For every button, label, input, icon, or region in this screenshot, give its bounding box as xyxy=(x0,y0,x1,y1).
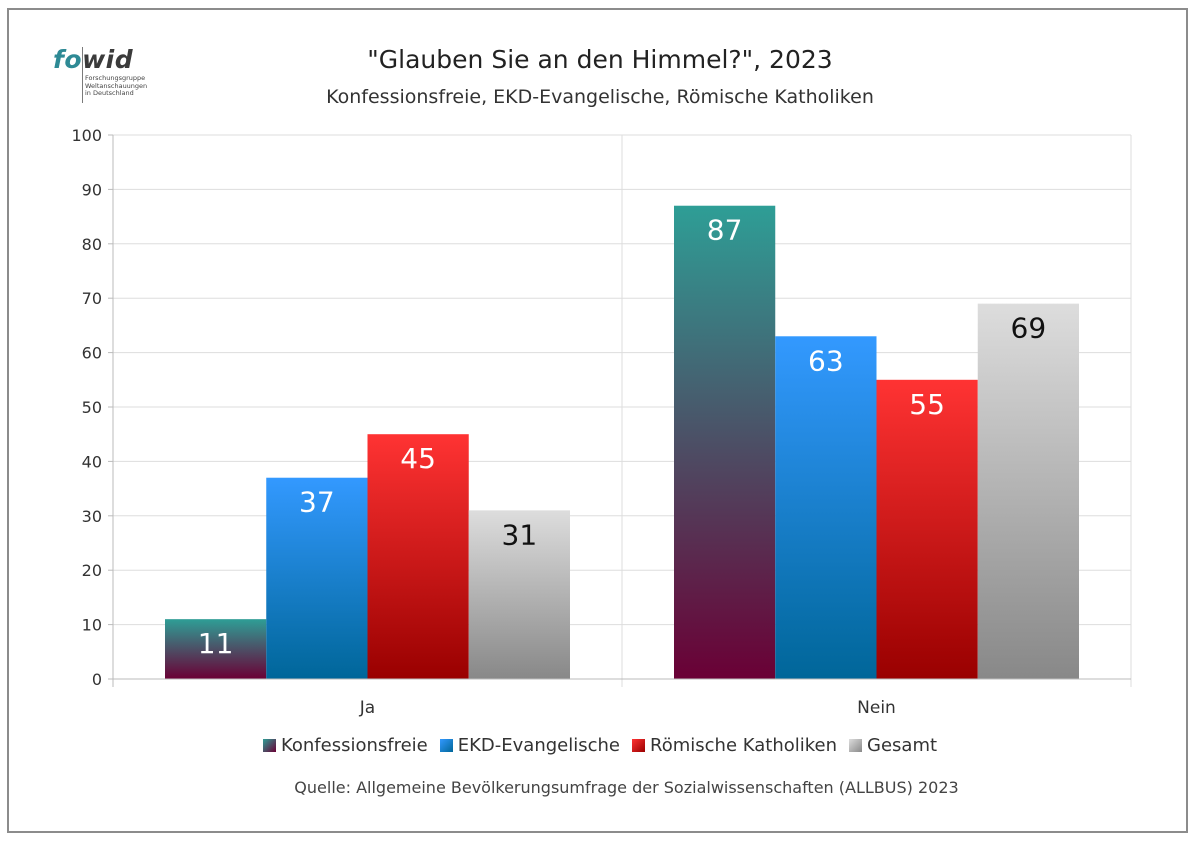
legend-item: Römische Katholiken xyxy=(632,735,837,756)
data-label: 69 xyxy=(1011,312,1047,345)
bar xyxy=(367,434,469,679)
data-label: 11 xyxy=(198,627,234,660)
chart-legend: Konfessionsfreie EKD-Evangelische Römische… xyxy=(0,735,1200,756)
y-tick-label: 20 xyxy=(82,561,102,580)
data-label: 87 xyxy=(707,214,743,247)
bar xyxy=(266,477,368,679)
legend-label: EKD-Evangelische xyxy=(457,735,621,756)
bar xyxy=(468,510,570,679)
bar xyxy=(165,619,267,679)
y-tick-label: 0 xyxy=(92,670,102,689)
data-label: 45 xyxy=(400,442,436,475)
data-label: 37 xyxy=(299,486,335,519)
legend-item: EKD-Evangelische xyxy=(439,735,621,756)
y-tick-label: 80 xyxy=(82,235,102,254)
chart-title: "Glauben Sie an den Himmel?", 2023 xyxy=(367,45,833,74)
y-tick-label: 40 xyxy=(82,452,102,471)
y-tick-label: 70 xyxy=(82,289,102,308)
bar xyxy=(977,303,1079,679)
legend-swatch xyxy=(632,739,646,752)
x-category-label: Ja xyxy=(359,698,375,718)
legend-item: Gesamt xyxy=(849,735,937,756)
y-tick-label: 90 xyxy=(82,180,102,199)
y-tick-label: 60 xyxy=(82,344,102,363)
y-tick-label: 10 xyxy=(82,616,102,635)
legend-label: Römische Katholiken xyxy=(650,735,838,756)
y-tick-label: 100 xyxy=(71,126,102,145)
data-label: 55 xyxy=(909,388,945,421)
logo-divider xyxy=(82,47,83,103)
source-note: Quelle: Allgemeine Bevölkerungsumfrage d… xyxy=(294,778,959,797)
y-tick-label: 30 xyxy=(82,507,102,526)
legend-swatch xyxy=(439,739,453,752)
bar xyxy=(674,205,776,679)
bar xyxy=(876,379,978,679)
fowid-logo: fowid Forschungsgruppe Weltanschauungen … xyxy=(53,45,173,105)
x-category-label: Nein xyxy=(857,698,896,718)
legend-swatch xyxy=(262,739,276,752)
data-label: 63 xyxy=(808,344,844,377)
data-label: 31 xyxy=(502,518,538,551)
legend-label: Gesamt xyxy=(867,735,938,756)
y-tick-label: 50 xyxy=(82,398,102,417)
legend-item: Konfessionsfreie xyxy=(262,735,428,756)
chart-subtitle: Konfessionsfreie, EKD-Evangelische, Römi… xyxy=(326,86,874,108)
legend-swatch xyxy=(849,739,863,752)
legend-label: Konfessionsfreie xyxy=(280,735,428,756)
bar xyxy=(775,336,877,679)
logo-subtitle: Forschungsgruppe Weltanschauungen in Deu… xyxy=(85,74,148,97)
logo-wordmark: fowid xyxy=(53,45,134,74)
